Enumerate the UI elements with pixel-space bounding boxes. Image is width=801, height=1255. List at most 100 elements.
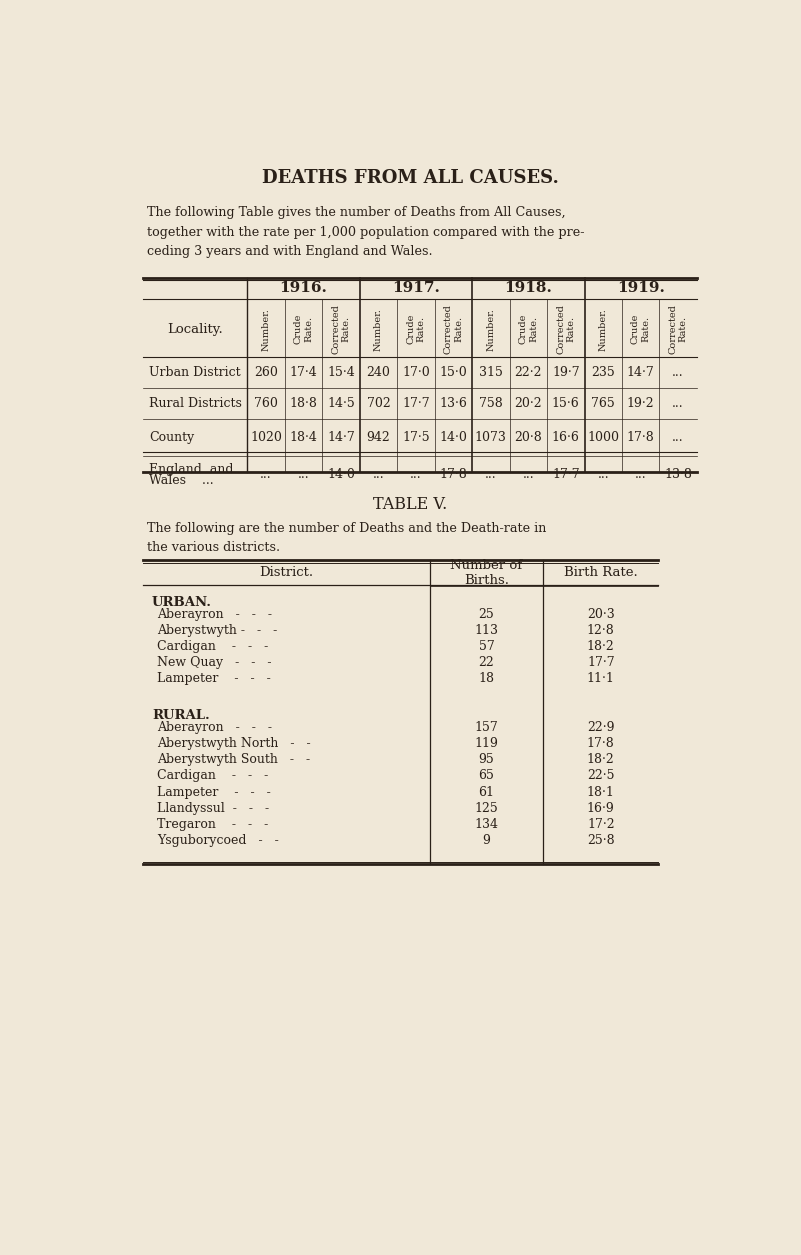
- Text: Aberystwyth -   -   -: Aberystwyth - - -: [157, 624, 277, 636]
- Text: 1917.: 1917.: [392, 281, 440, 295]
- Text: Wales    ...: Wales ...: [149, 473, 214, 487]
- Text: 17·4: 17·4: [290, 366, 317, 379]
- Text: Crude
Rate.: Crude Rate.: [518, 314, 538, 344]
- Text: 17·7: 17·7: [552, 468, 580, 481]
- Text: 20·3: 20·3: [587, 607, 614, 621]
- Text: 758: 758: [479, 397, 503, 409]
- Text: 18: 18: [478, 673, 494, 685]
- Text: The following are the number of Deaths and the Death-rate in
the various distric: The following are the number of Deaths a…: [147, 522, 546, 555]
- Text: ...: ...: [410, 468, 422, 481]
- Text: 15·6: 15·6: [552, 397, 580, 409]
- Text: 17·8: 17·8: [440, 468, 467, 481]
- Text: 18·8: 18·8: [290, 397, 317, 409]
- Text: DEATHS FROM ALL CAUSES.: DEATHS FROM ALL CAUSES.: [262, 169, 558, 187]
- Text: Number of
Births.: Number of Births.: [450, 558, 522, 586]
- Text: 134: 134: [474, 818, 498, 831]
- Text: ...: ...: [672, 366, 684, 379]
- Text: Cardigan    -   -   -: Cardigan - - -: [157, 640, 268, 653]
- Text: Llandyssul  -   -   -: Llandyssul - - -: [157, 802, 269, 814]
- Text: 760: 760: [254, 397, 278, 409]
- Text: 119: 119: [474, 737, 498, 750]
- Text: Rural Districts: Rural Districts: [149, 397, 242, 409]
- Text: 1000: 1000: [587, 430, 619, 443]
- Text: Number.: Number.: [262, 307, 271, 350]
- Text: 22·9: 22·9: [587, 720, 614, 734]
- Text: 15·0: 15·0: [440, 366, 467, 379]
- Text: New Quay   -   -   -: New Quay - - -: [157, 656, 272, 669]
- Text: 22: 22: [478, 656, 494, 669]
- Text: 20·8: 20·8: [514, 430, 542, 443]
- Text: URBAN.: URBAN.: [152, 596, 212, 609]
- Text: Corrected
Rate.: Corrected Rate.: [444, 304, 463, 354]
- Text: 18·1: 18·1: [587, 786, 614, 798]
- Text: Lampeter    -   -   -: Lampeter - - -: [157, 673, 271, 685]
- Text: 14·5: 14·5: [327, 397, 355, 409]
- Text: Birth Rate.: Birth Rate.: [564, 566, 638, 579]
- Text: 1073: 1073: [475, 430, 507, 443]
- Text: Urban District: Urban District: [149, 366, 240, 379]
- Text: 125: 125: [474, 802, 498, 814]
- Text: 17·7: 17·7: [587, 656, 614, 669]
- Text: ...: ...: [522, 468, 534, 481]
- Text: 113: 113: [474, 624, 498, 636]
- Text: Aberayron   -   -   -: Aberayron - - -: [157, 607, 272, 621]
- Text: 942: 942: [367, 430, 390, 443]
- Text: 17·2: 17·2: [587, 818, 614, 831]
- Text: ...: ...: [372, 468, 384, 481]
- Text: RURAL.: RURAL.: [152, 709, 210, 723]
- Text: 95: 95: [478, 753, 494, 766]
- Text: ...: ...: [298, 468, 309, 481]
- Text: 14·7: 14·7: [327, 430, 355, 443]
- Text: 14·0: 14·0: [440, 430, 467, 443]
- Text: Number.: Number.: [598, 307, 608, 350]
- Text: 15·4: 15·4: [327, 366, 355, 379]
- Text: ...: ...: [485, 468, 497, 481]
- Text: 1020: 1020: [250, 430, 282, 443]
- Text: Aberystwyth South   -   -: Aberystwyth South - -: [157, 753, 310, 766]
- Text: 13·8: 13·8: [664, 468, 692, 481]
- Text: 57: 57: [478, 640, 494, 653]
- Text: 1918.: 1918.: [505, 281, 552, 295]
- Text: The following Table gives the number of Deaths from All Causes,
together with th: The following Table gives the number of …: [147, 206, 584, 259]
- Text: Cardigan    -   -   -: Cardigan - - -: [157, 769, 268, 782]
- Text: Crude
Rate.: Crude Rate.: [294, 314, 313, 344]
- Text: Aberayron   -   -   -: Aberayron - - -: [157, 720, 272, 734]
- Text: 240: 240: [367, 366, 390, 379]
- Text: 18·2: 18·2: [587, 753, 614, 766]
- Text: 260: 260: [254, 366, 278, 379]
- Text: 14·0: 14·0: [327, 468, 355, 481]
- Text: Number.: Number.: [374, 307, 383, 350]
- Text: District.: District.: [259, 566, 313, 579]
- Text: 19·2: 19·2: [627, 397, 654, 409]
- Text: ...: ...: [672, 397, 684, 409]
- Text: 16·6: 16·6: [552, 430, 580, 443]
- Text: ...: ...: [260, 468, 272, 481]
- Text: 17·0: 17·0: [402, 366, 430, 379]
- Text: ...: ...: [598, 468, 609, 481]
- Text: 235: 235: [591, 366, 615, 379]
- Text: Locality.: Locality.: [167, 323, 223, 336]
- Text: County: County: [149, 430, 194, 443]
- Text: Corrected
Rate.: Corrected Rate.: [556, 304, 575, 354]
- Text: 18·2: 18·2: [587, 640, 614, 653]
- Text: TABLE V.: TABLE V.: [373, 496, 447, 513]
- Text: 25: 25: [478, 607, 494, 621]
- Text: 1916.: 1916.: [280, 281, 328, 295]
- Text: Corrected
Rate.: Corrected Rate.: [332, 304, 351, 354]
- Text: Number.: Number.: [486, 307, 495, 350]
- Text: 702: 702: [367, 397, 390, 409]
- Text: 13·6: 13·6: [440, 397, 467, 409]
- Text: Crude
Rate.: Crude Rate.: [631, 314, 650, 344]
- Text: 157: 157: [474, 720, 498, 734]
- Text: 17·8: 17·8: [627, 430, 654, 443]
- Text: 22·2: 22·2: [514, 366, 542, 379]
- Text: Lampeter    -   -   -: Lampeter - - -: [157, 786, 271, 798]
- Text: Aberystwyth North   -   -: Aberystwyth North - -: [157, 737, 310, 750]
- Text: Crude
Rate.: Crude Rate.: [406, 314, 425, 344]
- Text: Corrected
Rate.: Corrected Rate.: [669, 304, 688, 354]
- Text: 20·2: 20·2: [514, 397, 542, 409]
- Text: 765: 765: [591, 397, 615, 409]
- Text: 65: 65: [478, 769, 494, 782]
- Text: 9: 9: [482, 835, 490, 847]
- Text: 19·7: 19·7: [552, 366, 580, 379]
